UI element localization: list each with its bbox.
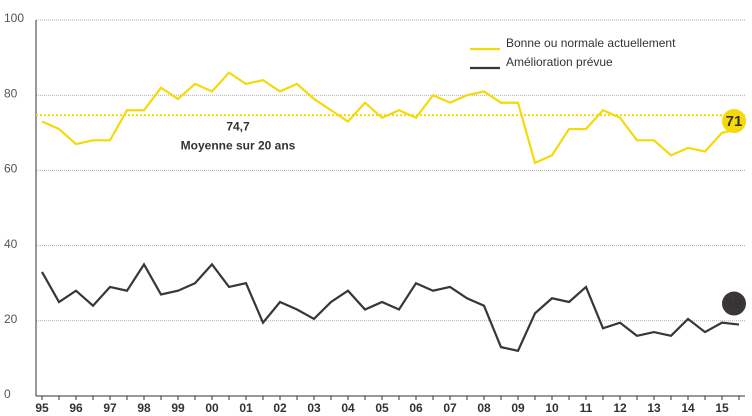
x-tick-label: 10	[545, 401, 559, 415]
y-tick-label: 40	[4, 237, 18, 251]
y-tick-label: 100	[4, 11, 24, 25]
x-tick-label: 95	[35, 401, 49, 415]
x-tick-label: 13	[647, 401, 661, 415]
end-label: 71	[726, 113, 743, 130]
y-tick-label: 0	[4, 387, 11, 401]
x-tick-label: 96	[69, 401, 83, 415]
x-tick-label: 97	[103, 401, 117, 415]
x-tick-label: 11	[580, 401, 593, 415]
y-tick-label: 80	[4, 86, 18, 100]
series-line	[41, 262, 740, 353]
series-line	[41, 71, 740, 165]
x-tick-label: 06	[409, 401, 423, 415]
x-tick-label: 00	[205, 401, 219, 415]
x-tick-label: 14	[681, 401, 695, 415]
y-tick-label: 20	[4, 312, 18, 326]
x-tick-label: 98	[137, 401, 151, 415]
legend-label: Bonne ou normale actuellement	[506, 36, 676, 50]
average-value: 74,7	[226, 119, 250, 133]
x-tick-label: 99	[171, 401, 185, 415]
end-badge	[722, 109, 746, 134]
x-tick-label: 15	[715, 401, 729, 415]
x-tick-label: 03	[307, 401, 321, 415]
legend-label: Amélioration prévue	[506, 55, 613, 69]
y-tick-label: 60	[4, 162, 18, 176]
end-label: 19	[726, 296, 743, 313]
x-tick-label: 04	[341, 401, 355, 415]
x-tick-label: 08	[477, 401, 491, 415]
average-text: Moyenne sur 20 ans	[181, 138, 296, 152]
x-tick-label: 01	[239, 401, 253, 415]
x-tick-label: 05	[375, 401, 389, 415]
x-tick-label: 12	[613, 401, 627, 415]
x-tick-label: 09	[511, 401, 525, 415]
end-badge	[722, 291, 746, 316]
x-tick-label: 07	[443, 401, 457, 415]
x-tick-label: 02	[273, 401, 287, 415]
